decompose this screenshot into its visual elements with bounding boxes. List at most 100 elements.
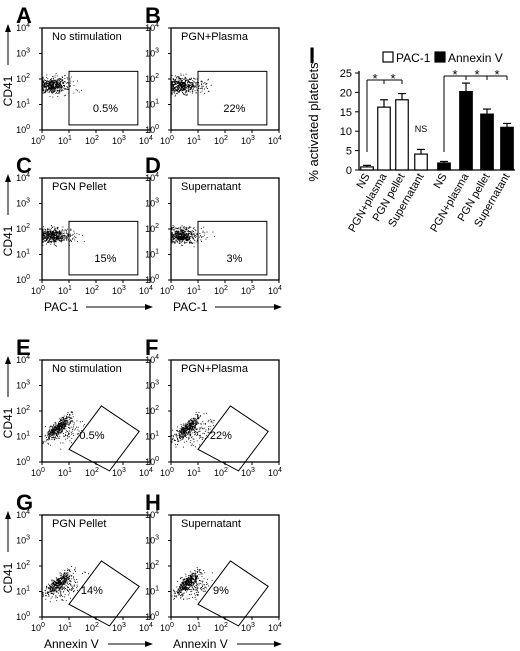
event-dot: [42, 88, 44, 90]
event-dot: [186, 238, 188, 240]
event-dot: [44, 85, 46, 87]
event-dot: [171, 235, 173, 236]
event-dot: [66, 589, 68, 590]
event-dot: [180, 239, 182, 240]
event-dot: [179, 76, 180, 78]
event-dot: [60, 593, 61, 595]
event-dot: [195, 421, 197, 423]
event-dot: [179, 238, 181, 240]
y-tick-exponent: 0: [155, 611, 159, 618]
event-dot: [198, 435, 200, 437]
event-dot: [191, 574, 193, 576]
event-dot: [192, 84, 193, 86]
event-dot: [201, 80, 203, 82]
event-dot: [63, 582, 65, 584]
event-dot: [73, 92, 75, 94]
event-dot: [55, 587, 57, 589]
event-dot: [173, 226, 175, 228]
x-tick-exponent: 2: [224, 467, 228, 474]
event-dot: [176, 586, 178, 588]
event-dot: [45, 595, 46, 597]
event-dot: [202, 236, 204, 237]
event-dot: [185, 234, 187, 236]
event-dot: [171, 229, 173, 231]
x-tick-exponent: 4: [149, 622, 153, 629]
panel-letter-f: F: [145, 335, 158, 360]
event-dot: [181, 430, 183, 432]
event-dot: [54, 74, 56, 76]
event-dot: [48, 232, 50, 234]
event-dot: [66, 420, 68, 422]
event-dot: [181, 586, 183, 588]
event-dot: [54, 240, 55, 242]
gate-rectangle: [68, 70, 139, 126]
event-dot: [188, 237, 190, 238]
event-dot: [67, 584, 69, 585]
event-dot: [69, 86, 71, 87]
event-dot: [53, 430, 55, 431]
event-dot: [57, 232, 59, 233]
x-tick-exponent: 3: [122, 135, 126, 142]
event-dot: [203, 590, 205, 592]
event-dot: [55, 427, 57, 429]
event-dot: [58, 234, 60, 236]
event-dot: [67, 574, 68, 576]
event-dot: [178, 591, 180, 593]
event-dot: [46, 84, 48, 86]
event-dot: [65, 235, 66, 237]
event-dot: [186, 228, 187, 230]
event-dot: [58, 578, 60, 580]
event-dot: [53, 587, 55, 589]
event-dot: [173, 235, 174, 237]
event-dot: [51, 234, 52, 236]
event-dot: [193, 242, 195, 244]
event-dot: [51, 86, 53, 87]
x-tick-label: 102: [214, 622, 228, 633]
event-dot: [48, 238, 50, 240]
event-dot: [198, 88, 200, 89]
event-dot: [174, 593, 176, 595]
event-dot: [51, 91, 53, 93]
event-dot: [187, 421, 189, 423]
event-dot: [48, 84, 49, 86]
event-dot: [42, 90, 44, 92]
event-dot: [181, 239, 183, 241]
event-dot: [200, 580, 202, 582]
event-dot: [51, 79, 53, 81]
event-dot: [57, 226, 58, 228]
event-dot: [60, 429, 62, 430]
event-dot: [63, 436, 65, 437]
event-dot: [54, 76, 56, 78]
event-dot: [201, 241, 202, 242]
event-dot: [205, 590, 206, 592]
event-dot: [65, 579, 67, 581]
event-dot: [188, 588, 189, 590]
panel-letter-i: I: [309, 43, 315, 68]
event-dot: [58, 430, 59, 432]
event-dot: [73, 425, 75, 427]
event-dot: [182, 232, 184, 233]
event-dot: [194, 82, 196, 84]
event-dot: [60, 575, 62, 576]
event-dot: [196, 423, 198, 424]
event-dot: [197, 415, 198, 417]
event-dot: [194, 426, 196, 427]
event-dot: [204, 572, 206, 574]
event-dot: [42, 231, 44, 233]
event-dot: [42, 236, 44, 238]
event-dot: [61, 587, 63, 589]
event-dot: [191, 421, 193, 423]
event-dot: [172, 87, 173, 89]
event-dot: [197, 591, 199, 593]
event-dot: [180, 431, 182, 432]
event-dot: [179, 84, 181, 86]
event-dot: [181, 427, 182, 429]
event-dot: [56, 431, 58, 433]
event-dot: [195, 418, 196, 420]
event-dot: [56, 245, 57, 247]
event-dot: [199, 437, 200, 439]
event-dot: [184, 587, 186, 589]
event-dot: [183, 587, 185, 588]
event-dot: [176, 77, 178, 79]
event-dot: [67, 239, 69, 241]
